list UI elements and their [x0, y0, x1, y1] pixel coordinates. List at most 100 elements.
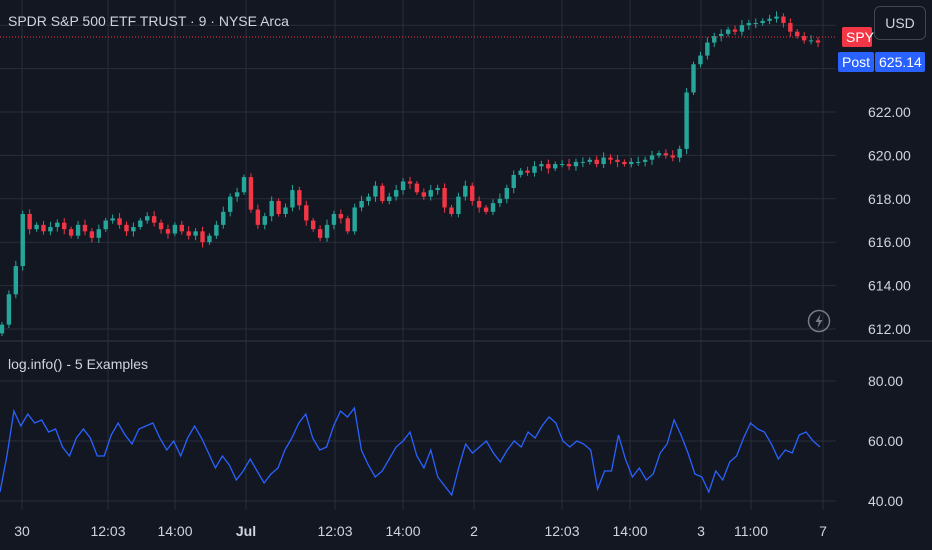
- candle-body: [393, 190, 399, 197]
- price-tick-label: 622.00: [868, 104, 911, 120]
- candle-body: [407, 181, 413, 184]
- candle-body: [414, 183, 420, 193]
- candle-body: [732, 29, 738, 32]
- candle-body: [158, 222, 164, 230]
- symbol-title[interactable]: SPDR S&P 500 ETF TRUST · 9 · NYSE Arca: [8, 13, 289, 29]
- currency-button[interactable]: USD: [874, 6, 926, 40]
- price-candles: [0, 11, 821, 336]
- candle-body: [124, 224, 129, 232]
- indicator-title[interactable]: log.info() - 5 Examples: [8, 356, 149, 372]
- candle-body: [214, 224, 219, 236]
- candle-body: [497, 198, 503, 204]
- candle-body: [594, 159, 599, 165]
- candle-body: [539, 164, 544, 167]
- candle-body: [705, 42, 710, 56]
- time-tick-label: 12:03: [544, 523, 579, 539]
- lightning-icon[interactable]: [807, 309, 831, 333]
- candle-body: [642, 159, 648, 162]
- candle-body: [788, 23, 793, 32]
- candle-body: [317, 229, 323, 238]
- candle-body: [815, 40, 821, 43]
- candle-body: [200, 231, 205, 243]
- candle-body: [138, 220, 143, 228]
- candle-body: [255, 209, 261, 225]
- candle-body: [324, 224, 330, 238]
- candle-body: [449, 207, 454, 214]
- time-axis[interactable]: 30 12:03 14:00 Jul 12:03 14:00 2 12:03 14:00 3 11:…: [14, 523, 827, 539]
- candle-body: [801, 36, 807, 41]
- candle-body: [435, 187, 440, 191]
- candle-body: [684, 92, 689, 149]
- candle-body: [670, 155, 675, 158]
- candle-body: [428, 190, 433, 197]
- candle-body: [456, 196, 461, 214]
- candle-body: [345, 218, 350, 232]
- candle-body: [525, 170, 530, 173]
- candle-body: [82, 224, 88, 232]
- candle-body: [760, 20, 765, 24]
- candle-body: [622, 161, 627, 165]
- price-axis[interactable]: 612.00 614.00 616.00 618.00 620.00 622.00: [868, 104, 911, 337]
- candle-body: [559, 164, 565, 166]
- indicator-line: [0, 406, 821, 497]
- time-tick-label: 14:00: [157, 523, 192, 539]
- candle-body: [283, 207, 288, 214]
- candle-body: [470, 185, 475, 201]
- time-tick-label: 2: [470, 523, 478, 539]
- candle-body: [110, 218, 115, 221]
- indicator-axis[interactable]: 40.00 60.00 80.00: [868, 373, 903, 509]
- candle-body: [774, 16, 779, 19]
- candle-body: [359, 200, 364, 208]
- candle-body: [442, 187, 447, 208]
- candle-body: [387, 196, 392, 201]
- candle-body: [504, 187, 510, 199]
- candle-body: [753, 23, 758, 25]
- price-tick-label: 614.00: [868, 278, 911, 294]
- candle-body: [103, 220, 108, 230]
- candle-body: [6, 294, 12, 325]
- candle-body: [463, 185, 468, 197]
- candle-body: [172, 224, 178, 234]
- candle-body: [310, 220, 316, 230]
- candle-body: [808, 40, 814, 42]
- candle-body: [649, 155, 655, 160]
- indicator-tick-label: 80.00: [868, 373, 903, 389]
- candle-body: [297, 190, 302, 206]
- candle-body: [27, 213, 32, 230]
- price-tick-label: 618.00: [868, 191, 911, 207]
- post-market-price: 625.14: [875, 52, 925, 72]
- time-tick-label: 14:00: [612, 523, 647, 539]
- indicator-tick-label: 40.00: [868, 493, 903, 509]
- price-tick-label: 612.00: [868, 321, 911, 337]
- candle-body: [75, 224, 81, 236]
- time-tick-label: 12:03: [90, 523, 125, 539]
- candle-body: [781, 16, 786, 24]
- time-tick-label: 12:03: [317, 523, 352, 539]
- candle-body: [62, 222, 67, 230]
- candle-body: [518, 170, 523, 175]
- candle-body: [338, 213, 344, 219]
- candle-body: [186, 231, 191, 236]
- candle-body: [532, 166, 537, 173]
- candle-body: [767, 18, 772, 21]
- candle-body: [193, 231, 198, 236]
- candle-body: [400, 181, 406, 191]
- candle-body: [373, 185, 378, 197]
- time-tick-label: 14:00: [385, 523, 420, 539]
- candle-body: [20, 213, 25, 267]
- candle-body: [89, 231, 95, 238]
- post-market-label: Post: [838, 52, 874, 72]
- candle-body: [636, 161, 641, 163]
- candle-body: [421, 192, 427, 197]
- candle-body: [262, 216, 267, 225]
- candle-body: [0, 324, 5, 334]
- indicator-tick-label: 60.00: [868, 433, 903, 449]
- time-tick-label: 7: [819, 523, 827, 539]
- candle-body: [656, 153, 662, 156]
- candle-body: [165, 229, 171, 234]
- candle-body: [380, 185, 385, 201]
- candle-body: [712, 36, 717, 43]
- candle-body: [698, 55, 703, 65]
- candle-body: [615, 159, 620, 162]
